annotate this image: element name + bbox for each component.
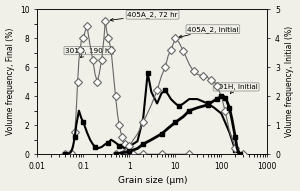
Text: 405A_2, Initial: 405A_2, Initial [179, 26, 238, 38]
Y-axis label: Volume frequency, Final (%): Volume frequency, Final (%) [6, 28, 15, 135]
Text: 301H, Initial: 301H, Initial [214, 84, 258, 94]
X-axis label: Grain size (μm): Grain size (μm) [118, 176, 187, 185]
Text: 405A_2, 72 hr: 405A_2, 72 hr [110, 11, 178, 21]
Text: 301H, 190 hr: 301H, 190 hr [65, 48, 112, 57]
Y-axis label: Volume frequency, Initial (%): Volume frequency, Initial (%) [285, 26, 294, 137]
